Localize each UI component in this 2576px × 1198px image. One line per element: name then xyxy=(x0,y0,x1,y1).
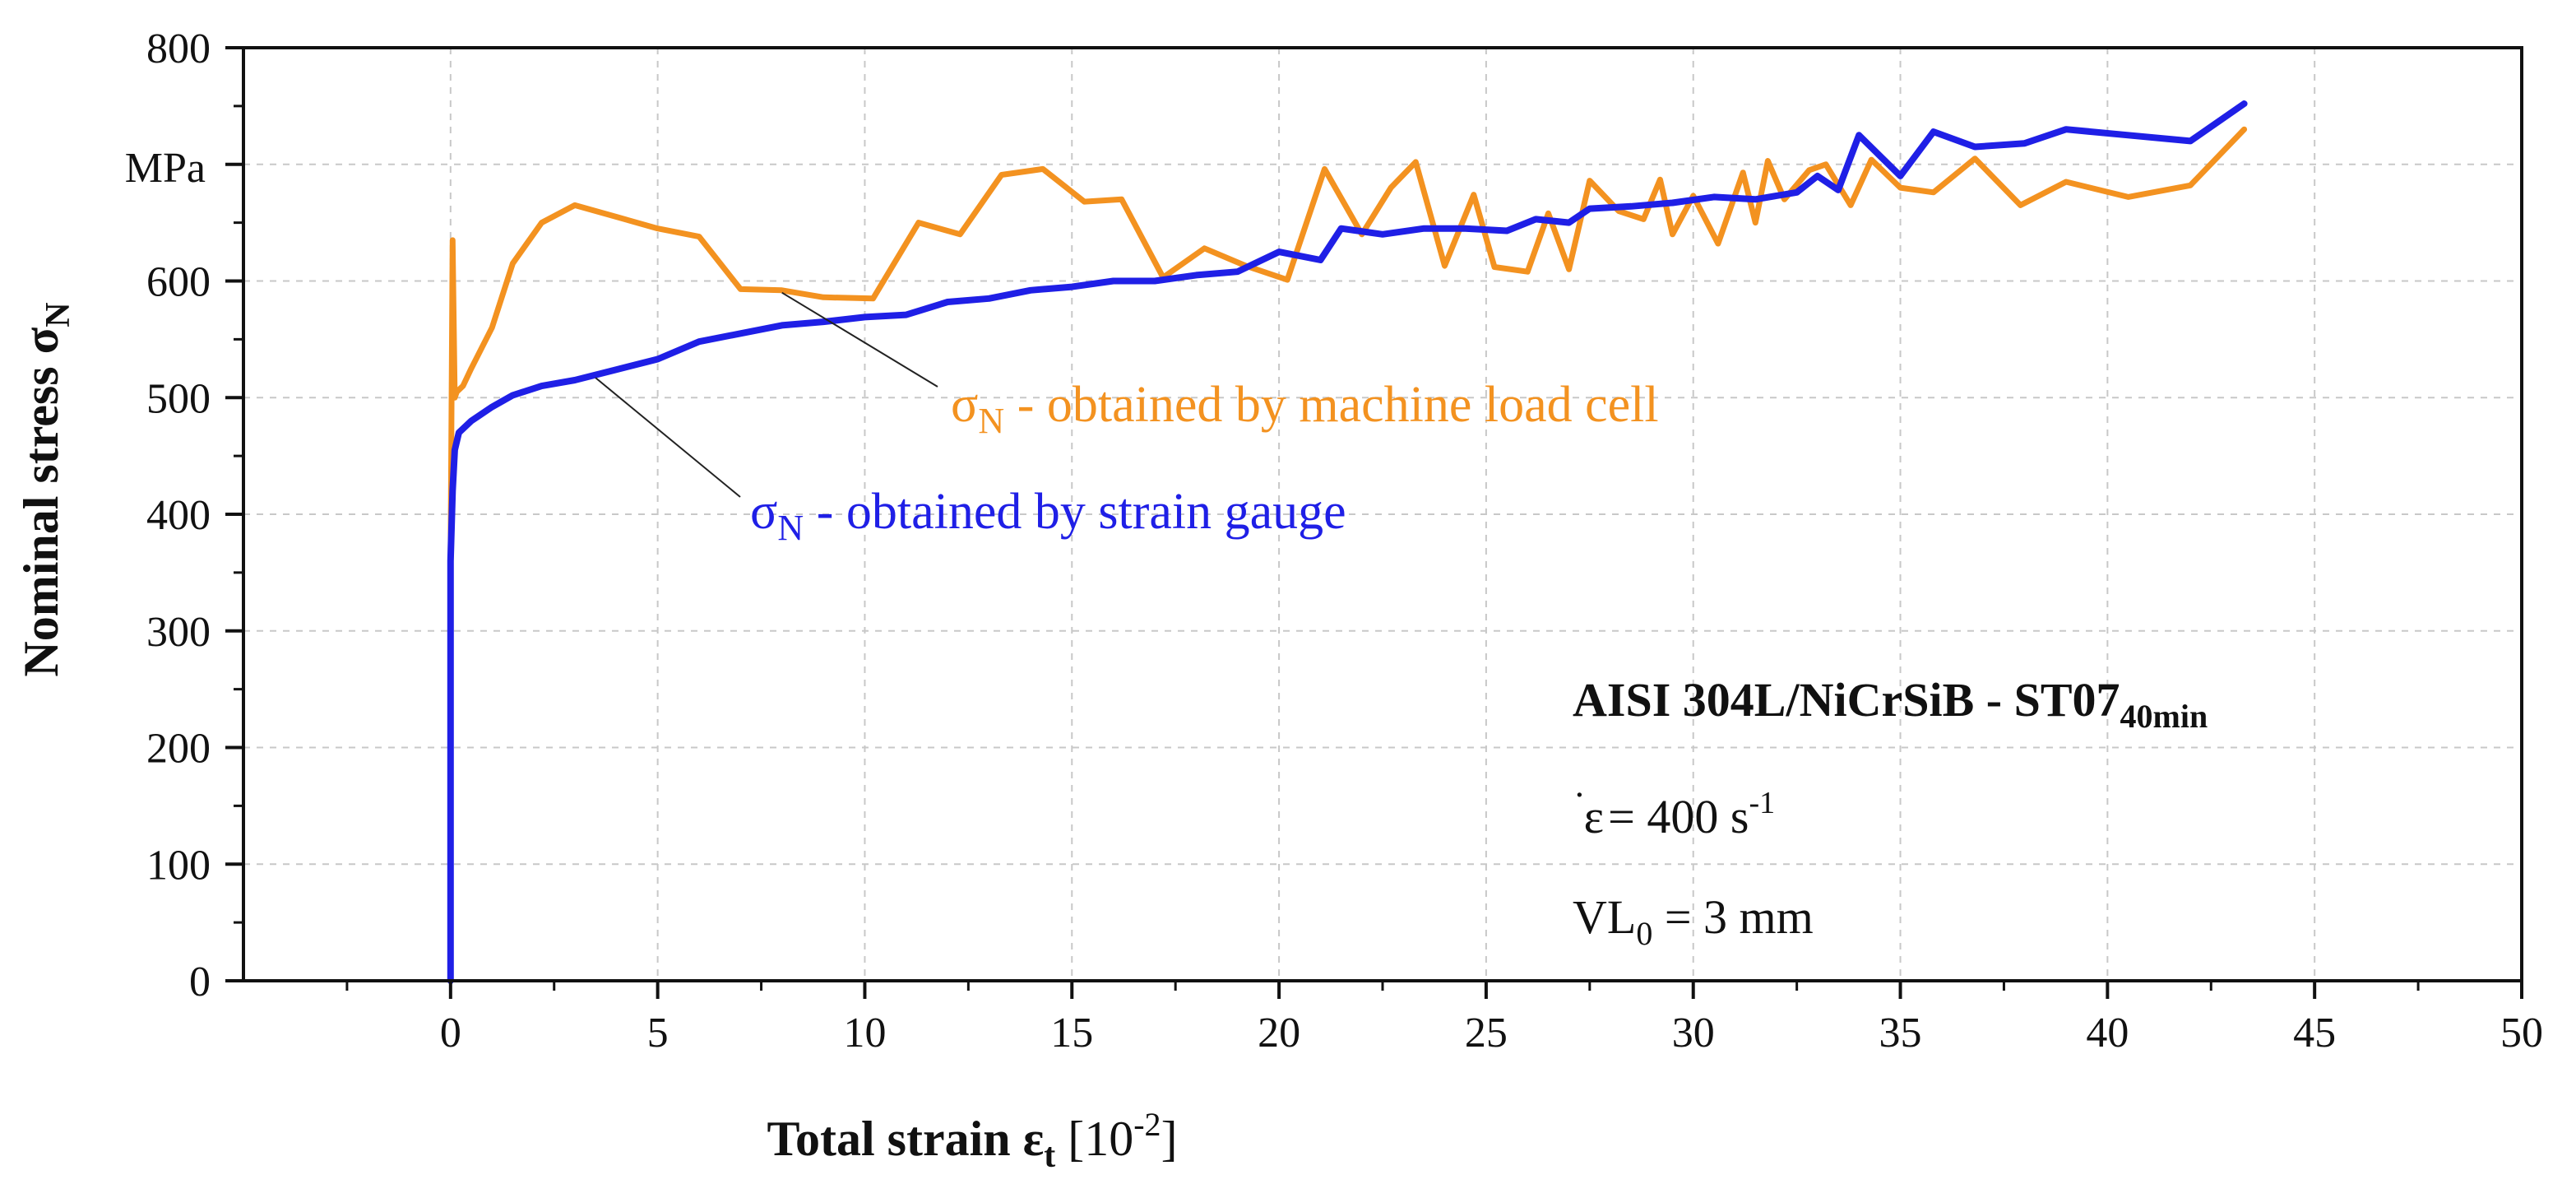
vl-annotation: VL0 = 3 mm xyxy=(1573,890,1814,952)
x-axis-title: Total strain εt [10-2] xyxy=(767,1106,1177,1175)
material-annotation: AISI 304L/NiCrSiB - ST0740min xyxy=(1573,673,2208,735)
y-tick-label: 800 xyxy=(146,26,211,72)
series-line-load-cell xyxy=(447,126,2248,564)
series-layer xyxy=(447,100,2248,984)
x-tick-label: 50 xyxy=(2500,1010,2543,1056)
x-tick-label: 10 xyxy=(843,1010,886,1056)
series-line-strain-gauge xyxy=(447,100,2248,984)
x-tick-label: 45 xyxy=(2293,1010,2336,1056)
leader-lines xyxy=(595,291,938,498)
leader-line-load-cell xyxy=(781,291,938,388)
x-tick-label: 5 xyxy=(647,1010,669,1056)
leader-line-strain-gauge xyxy=(595,377,741,498)
y-tick-label: 600 xyxy=(146,259,211,306)
x-tick-label: 30 xyxy=(1672,1010,1715,1056)
y-axis-title: Nominal stress σN xyxy=(14,302,77,676)
tick-labels: 0 5 10 15 20 25 30 35 40 45 5001002003004005006008… xyxy=(146,26,2543,1056)
y-tick-label: 0 xyxy=(189,959,211,1005)
series-label-load-cell: σN - obtained by machine load cell xyxy=(951,377,1659,441)
y-unit-label: MPa xyxy=(125,145,206,192)
x-tick-label: 40 xyxy=(2086,1010,2129,1056)
y-tick-label: 500 xyxy=(146,375,211,422)
series-label-strain-gauge: σN - obtained by strain gauge xyxy=(750,484,1346,548)
x-tick-label: 35 xyxy=(1879,1010,1922,1056)
x-tick-label: 15 xyxy=(1050,1010,1093,1056)
y-tick-label: 200 xyxy=(146,726,211,773)
x-tick-label: 25 xyxy=(1465,1010,1508,1056)
x-tick-label: 0 xyxy=(440,1010,461,1056)
strain-rate-annotation: ε˙ = 400 s-1 xyxy=(1573,782,1775,843)
y-tick-label: 400 xyxy=(146,492,211,539)
y-tick-label: 100 xyxy=(146,842,211,889)
ticks xyxy=(225,46,2523,999)
y-tick-label: 300 xyxy=(146,609,211,656)
x-tick-label: 20 xyxy=(1258,1010,1300,1056)
